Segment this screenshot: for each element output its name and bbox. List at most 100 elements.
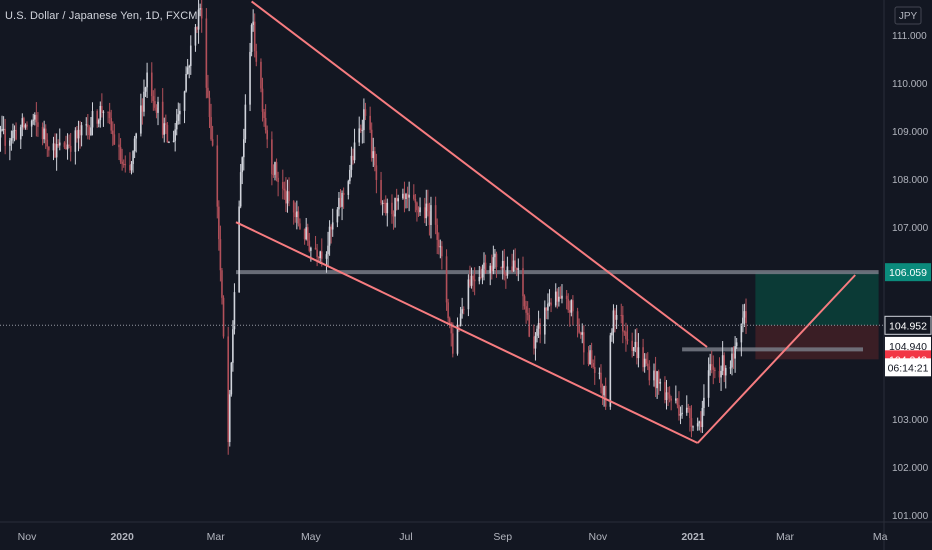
candle (612, 304, 615, 344)
candle (249, 42, 251, 112)
candle (238, 200, 240, 293)
candle (363, 98, 365, 144)
candle (687, 403, 690, 413)
candle (24, 123, 27, 130)
candle (157, 96, 159, 126)
candle (408, 181, 410, 212)
candle (734, 336, 736, 373)
candle (23, 116, 25, 130)
x-tick-label: Mar (207, 531, 226, 543)
candle (152, 90, 155, 111)
candle (133, 135, 136, 159)
candle (489, 263, 492, 286)
candle (578, 318, 580, 334)
candle (709, 353, 711, 376)
candle (130, 161, 133, 175)
candle (536, 325, 538, 343)
candle (667, 386, 669, 407)
candle (260, 58, 262, 93)
candle (374, 146, 376, 172)
candle (452, 322, 454, 358)
candle (140, 93, 142, 137)
candle (57, 139, 59, 148)
candle (196, 26, 198, 33)
candle (239, 163, 242, 209)
candle (740, 323, 743, 357)
candle (559, 286, 562, 299)
candle (66, 133, 69, 160)
candle (481, 264, 484, 285)
candle (205, 8, 208, 99)
position-profit-zone (755, 272, 879, 326)
candle (179, 103, 181, 125)
candle (593, 355, 596, 385)
candle (416, 201, 418, 222)
candle (664, 376, 666, 404)
candle (119, 138, 122, 164)
y-tick-label: 103.000 (892, 415, 929, 426)
y-tick-label: 107.000 (892, 223, 929, 234)
candle (316, 243, 318, 267)
candle (534, 332, 537, 361)
candle (539, 318, 541, 344)
candle (503, 249, 506, 281)
candle (32, 113, 35, 125)
candle (43, 120, 45, 144)
candle (372, 137, 375, 167)
candle (611, 328, 613, 342)
candle (646, 352, 649, 371)
candle (310, 246, 312, 262)
candle (336, 207, 339, 228)
candle (263, 108, 265, 127)
candle (261, 77, 264, 122)
candle (743, 303, 746, 327)
candle (462, 306, 465, 315)
candle (515, 267, 518, 277)
candle (556, 288, 559, 309)
candle (211, 125, 214, 147)
candle (439, 239, 442, 259)
candle (478, 266, 481, 285)
candle (636, 328, 638, 365)
candle (428, 202, 431, 236)
candle (308, 232, 311, 253)
candle (589, 344, 591, 365)
candle (350, 146, 353, 178)
candle (604, 377, 607, 410)
candle (155, 104, 158, 119)
candle (701, 400, 704, 434)
candle (386, 198, 389, 227)
candle (26, 121, 28, 130)
candle (233, 283, 236, 335)
candle (512, 249, 515, 272)
candle (320, 238, 323, 267)
candle (339, 189, 342, 208)
candle (423, 197, 426, 224)
candles (0, 0, 747, 455)
candle (79, 120, 81, 149)
candle (277, 171, 279, 197)
x-tick-label: 2021 (681, 531, 705, 543)
candle (467, 274, 470, 317)
candle (526, 301, 529, 321)
candle (364, 102, 367, 121)
candle (699, 411, 702, 433)
candle (609, 332, 612, 410)
candle (200, 0, 203, 33)
x-tick-label: Jul (399, 531, 412, 543)
candle (12, 123, 14, 144)
candle (690, 405, 693, 438)
candle (434, 196, 437, 235)
candle (654, 356, 657, 398)
candle (266, 125, 268, 149)
candle (305, 217, 307, 241)
y-tick-label: 109.000 (892, 127, 929, 138)
candle (698, 420, 701, 431)
candle (275, 158, 278, 182)
candle (632, 347, 635, 357)
candle (0, 125, 2, 152)
candle (331, 208, 334, 237)
candle (2, 116, 5, 135)
